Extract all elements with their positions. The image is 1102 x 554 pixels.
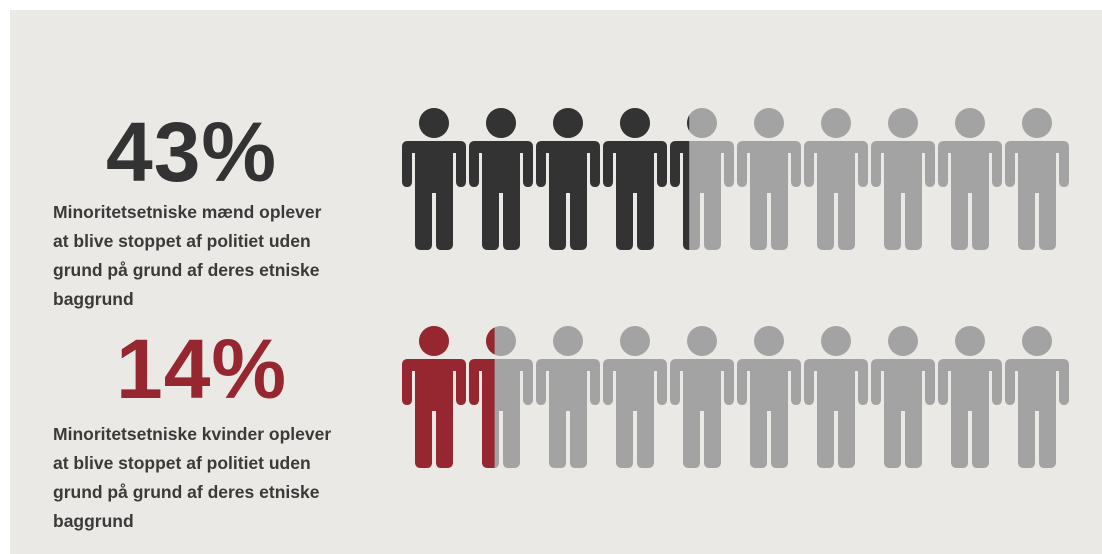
men-person-icon-4-filled (603, 108, 667, 250)
women-person-icon-8 (871, 326, 935, 468)
men-person-icon-3-filled (536, 108, 600, 250)
women-person-icon-1-filled (402, 326, 466, 468)
men-person-icon-10 (1005, 108, 1069, 250)
women-person-icon-6 (737, 326, 801, 468)
men-person-icon-2-filled (469, 108, 533, 250)
men-person-icon-6 (737, 108, 801, 250)
women-person-icon-3 (536, 326, 600, 468)
men-person-icon-9 (938, 108, 1002, 250)
women-person-icon-9 (938, 326, 1002, 468)
women-person-icon-4 (603, 326, 667, 468)
women-person-icon-5 (670, 326, 734, 468)
men-person-icon-7 (804, 108, 868, 250)
women-person-icon-7 (804, 326, 868, 468)
men-person-icon-8 (871, 108, 935, 250)
men-person-icon-1-filled (402, 108, 466, 250)
women-person-icon-10 (1005, 326, 1069, 468)
